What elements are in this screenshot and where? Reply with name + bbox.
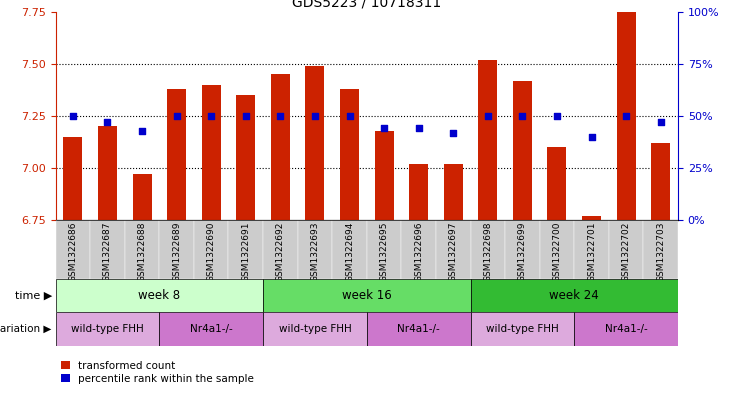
Text: GSM1322698: GSM1322698 <box>483 222 492 282</box>
Bar <box>56 312 159 346</box>
Point <box>240 113 252 119</box>
Bar <box>56 220 90 279</box>
Text: GSM1322699: GSM1322699 <box>518 222 527 282</box>
Text: wild-type FHH: wild-type FHH <box>486 324 559 334</box>
Bar <box>651 143 670 220</box>
Text: wild-type FHH: wild-type FHH <box>279 324 351 334</box>
Bar <box>90 220 124 279</box>
Bar <box>159 220 194 279</box>
Text: week 16: week 16 <box>342 289 392 302</box>
Text: GSM1322687: GSM1322687 <box>103 222 112 282</box>
Point <box>205 113 217 119</box>
Point <box>585 134 597 140</box>
Point <box>136 127 148 134</box>
Text: GSM1322691: GSM1322691 <box>242 222 250 282</box>
Text: time ▶: time ▶ <box>15 291 52 301</box>
Bar <box>513 81 532 220</box>
Text: GSM1322700: GSM1322700 <box>553 222 562 282</box>
Text: GSM1322695: GSM1322695 <box>379 222 388 282</box>
Text: genotype/variation ▶: genotype/variation ▶ <box>0 324 52 334</box>
Bar <box>98 126 117 220</box>
Point <box>378 125 390 132</box>
Title: GDS5223 / 10718311: GDS5223 / 10718311 <box>292 0 442 9</box>
Bar <box>505 220 539 279</box>
Bar <box>159 312 263 346</box>
Bar <box>471 220 505 279</box>
Point <box>309 113 321 119</box>
Bar <box>471 279 678 312</box>
Text: GSM1322697: GSM1322697 <box>449 222 458 282</box>
Bar <box>194 220 228 279</box>
Text: GSM1322692: GSM1322692 <box>276 222 285 282</box>
Bar <box>167 89 186 220</box>
Bar <box>305 66 325 220</box>
Point <box>551 113 563 119</box>
Bar <box>332 220 367 279</box>
Point <box>516 113 528 119</box>
Bar <box>402 220 436 279</box>
Bar <box>548 147 566 220</box>
Text: GSM1322696: GSM1322696 <box>414 222 423 282</box>
Point <box>448 129 459 136</box>
Bar <box>643 220 678 279</box>
Text: week 24: week 24 <box>549 289 599 302</box>
Bar <box>202 84 221 220</box>
Bar <box>444 164 462 220</box>
Bar <box>270 74 290 220</box>
Bar <box>539 220 574 279</box>
Text: GSM1322701: GSM1322701 <box>587 222 596 282</box>
Point <box>413 125 425 132</box>
Bar <box>133 174 151 220</box>
Bar <box>409 164 428 220</box>
Bar <box>582 216 601 220</box>
Bar <box>124 220 159 279</box>
Text: GSM1322694: GSM1322694 <box>345 222 354 282</box>
Text: Nr4a1-/-: Nr4a1-/- <box>605 324 648 334</box>
Text: GSM1322702: GSM1322702 <box>622 222 631 282</box>
Bar <box>367 312 471 346</box>
Bar <box>298 220 332 279</box>
Bar <box>228 220 263 279</box>
Bar <box>609 220 643 279</box>
Bar <box>574 220 609 279</box>
Bar <box>436 220 471 279</box>
Text: wild-type FHH: wild-type FHH <box>71 324 144 334</box>
Point <box>102 119 113 125</box>
Point <box>655 119 667 125</box>
Bar <box>56 279 263 312</box>
Text: GSM1322689: GSM1322689 <box>172 222 181 282</box>
Point <box>67 113 79 119</box>
Text: GSM1322688: GSM1322688 <box>138 222 147 282</box>
Text: week 8: week 8 <box>139 289 180 302</box>
Text: GSM1322690: GSM1322690 <box>207 222 216 282</box>
Legend: transformed count, percentile rank within the sample: transformed count, percentile rank withi… <box>61 361 254 384</box>
Text: Nr4a1-/-: Nr4a1-/- <box>397 324 440 334</box>
Text: GSM1322686: GSM1322686 <box>68 222 77 282</box>
Bar <box>263 220 298 279</box>
Text: Nr4a1-/-: Nr4a1-/- <box>190 324 233 334</box>
Bar <box>263 312 367 346</box>
Point <box>274 113 286 119</box>
Bar <box>617 7 636 220</box>
Bar <box>236 95 255 220</box>
Bar <box>340 89 359 220</box>
Text: GSM1322693: GSM1322693 <box>310 222 319 282</box>
Point <box>344 113 356 119</box>
Bar <box>374 130 393 220</box>
Text: GSM1322703: GSM1322703 <box>657 222 665 282</box>
Bar <box>263 279 471 312</box>
Bar <box>574 312 678 346</box>
Point <box>170 113 182 119</box>
Bar <box>367 220 402 279</box>
Bar <box>63 137 82 220</box>
Point <box>482 113 494 119</box>
Point <box>620 113 632 119</box>
Bar <box>478 60 497 220</box>
Bar <box>471 312 574 346</box>
